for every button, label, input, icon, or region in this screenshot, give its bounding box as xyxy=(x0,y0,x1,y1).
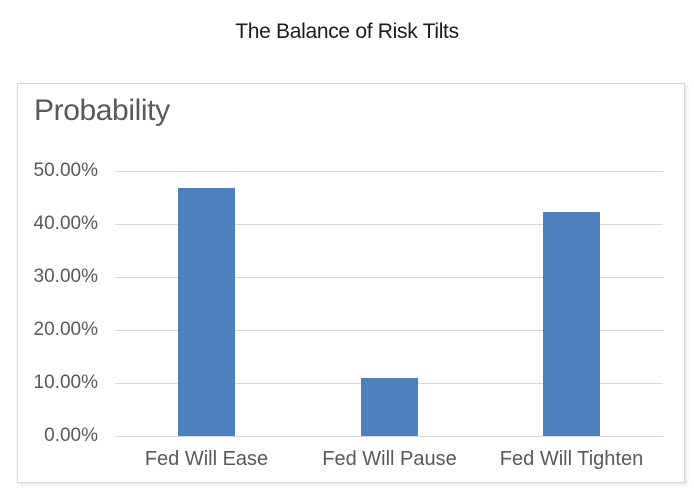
bar-fed-will-ease xyxy=(178,188,235,436)
y-tick-label: 20.00% xyxy=(33,319,98,340)
y-tick-label: 30.00% xyxy=(33,266,98,287)
bar-fed-will-pause xyxy=(361,378,418,436)
y-tick-label: 10.00% xyxy=(33,372,98,393)
x-category-label: Fed Will Tighten xyxy=(499,448,644,470)
gridline xyxy=(115,224,663,225)
x-category-label: Fed Will Pause xyxy=(322,448,457,470)
gridline xyxy=(115,171,663,172)
y-tick-label: 0.00% xyxy=(44,425,98,446)
page-title: The Balance of Risk Tilts xyxy=(235,20,459,43)
y-tick-label: 50.00% xyxy=(33,160,98,181)
chart-frame: Probability 50.00% 40.00% 30.00% 20.00% 10.0… xyxy=(17,83,685,483)
plot-area xyxy=(115,171,663,437)
bar-fed-will-tighten xyxy=(543,212,600,436)
x-category-label: Fed Will Ease xyxy=(144,448,269,470)
chart-title: Probability xyxy=(34,94,170,127)
gridline xyxy=(115,277,663,278)
x-axis-line xyxy=(115,436,663,437)
y-tick-label: 40.00% xyxy=(33,213,98,234)
gridline xyxy=(115,330,663,331)
